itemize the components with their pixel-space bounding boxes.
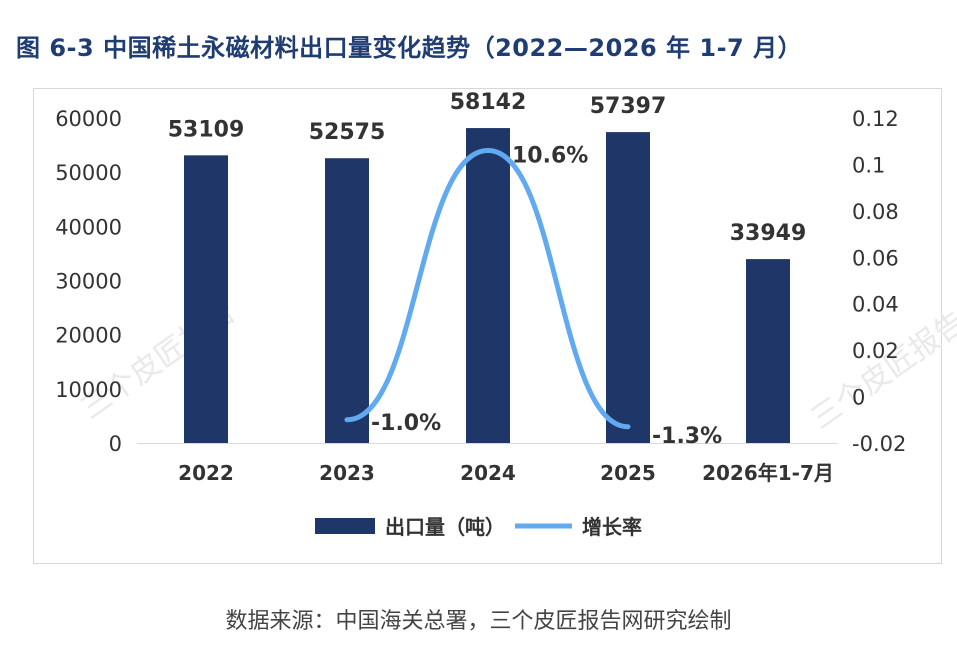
x-tick-label: 2023: [319, 461, 375, 485]
bar: [746, 259, 790, 443]
y-left-tick-label: 60000: [55, 107, 122, 131]
bar: [325, 158, 369, 443]
source-note: 数据来源：中国海关总署，三个皮匠报告网研究绘制: [225, 609, 732, 634]
y-left-tick-label: 0: [109, 432, 122, 456]
bar-value-label: 52575: [309, 120, 386, 145]
y-right-tick-label: 0.02: [852, 339, 899, 363]
x-tick-label: 2025: [600, 461, 656, 485]
chart-frame: [33, 88, 942, 564]
line-data-labels: -1.0% 10.6% -1.3%: [371, 144, 722, 449]
y-axis-left: 0 10000 20000 30000 40000 50000 60000: [55, 107, 122, 456]
x-axis: 2022 2023 2024 2025 2026年1-7月: [137, 443, 838, 485]
x-tick-label: 2024: [460, 461, 516, 485]
y-left-tick-label: 10000: [55, 378, 122, 402]
chart-area: 三个皮匠报告 三个皮匠报告 010000200003000040000500006…: [55, 90, 957, 539]
chart-title: 图 6-3 中国稀土永磁材料出口量变化趋势（2022—2026 年 1-7 月）: [16, 34, 803, 62]
bar-value-label: 53109: [168, 117, 245, 142]
bar-value-label: 33949: [730, 221, 807, 246]
y-right-tick-label: 0.08: [852, 200, 899, 224]
bar: [466, 128, 510, 444]
x-tick-label: 2026年1-7月: [702, 461, 834, 485]
line-series: [344, 147, 631, 430]
legend-swatch-bar: [315, 518, 375, 534]
y-left-tick-label: 40000: [55, 215, 122, 239]
bar: [606, 132, 650, 443]
legend-label-bar: 出口量（吨）: [385, 515, 505, 539]
bar-value-label: 58142: [450, 90, 527, 115]
legend: 出口量（吨） 增长率: [315, 515, 642, 539]
growth-rate-label: 10.6%: [512, 144, 588, 169]
bar-series: [184, 128, 790, 444]
y-right-tick-label: -0.02: [852, 432, 906, 456]
y-left-tick-label: 50000: [55, 161, 122, 185]
bar-data-labels: 53109 52575 58142 57397 33949: [168, 90, 807, 246]
y-left-tick-label: 20000: [55, 324, 122, 348]
y-right-tick-label: 0.06: [852, 246, 899, 270]
y-right-tick-label: 0: [852, 386, 865, 410]
y-right-tick-label: 0.12: [852, 107, 899, 131]
y-axis-right: -0.02 0 0.02 0.04 0.06 0.08 0.1 0.12: [852, 107, 906, 456]
y-right-tick-label: 0.04: [852, 293, 899, 317]
watermark-text: 三个皮匠报告: [805, 305, 957, 437]
bar: [184, 155, 228, 444]
growth-rate-label: -1.0%: [371, 411, 441, 436]
x-tick-label: 2022: [178, 461, 234, 485]
y-left-tick-label: 30000: [55, 270, 122, 294]
y-right-tick-label: 0.1: [852, 153, 885, 177]
bar-value-label: 57397: [590, 94, 667, 119]
legend-label-line: 增长率: [582, 515, 642, 539]
growth-rate-line: [344, 147, 631, 430]
growth-rate-label: -1.3%: [652, 424, 722, 449]
